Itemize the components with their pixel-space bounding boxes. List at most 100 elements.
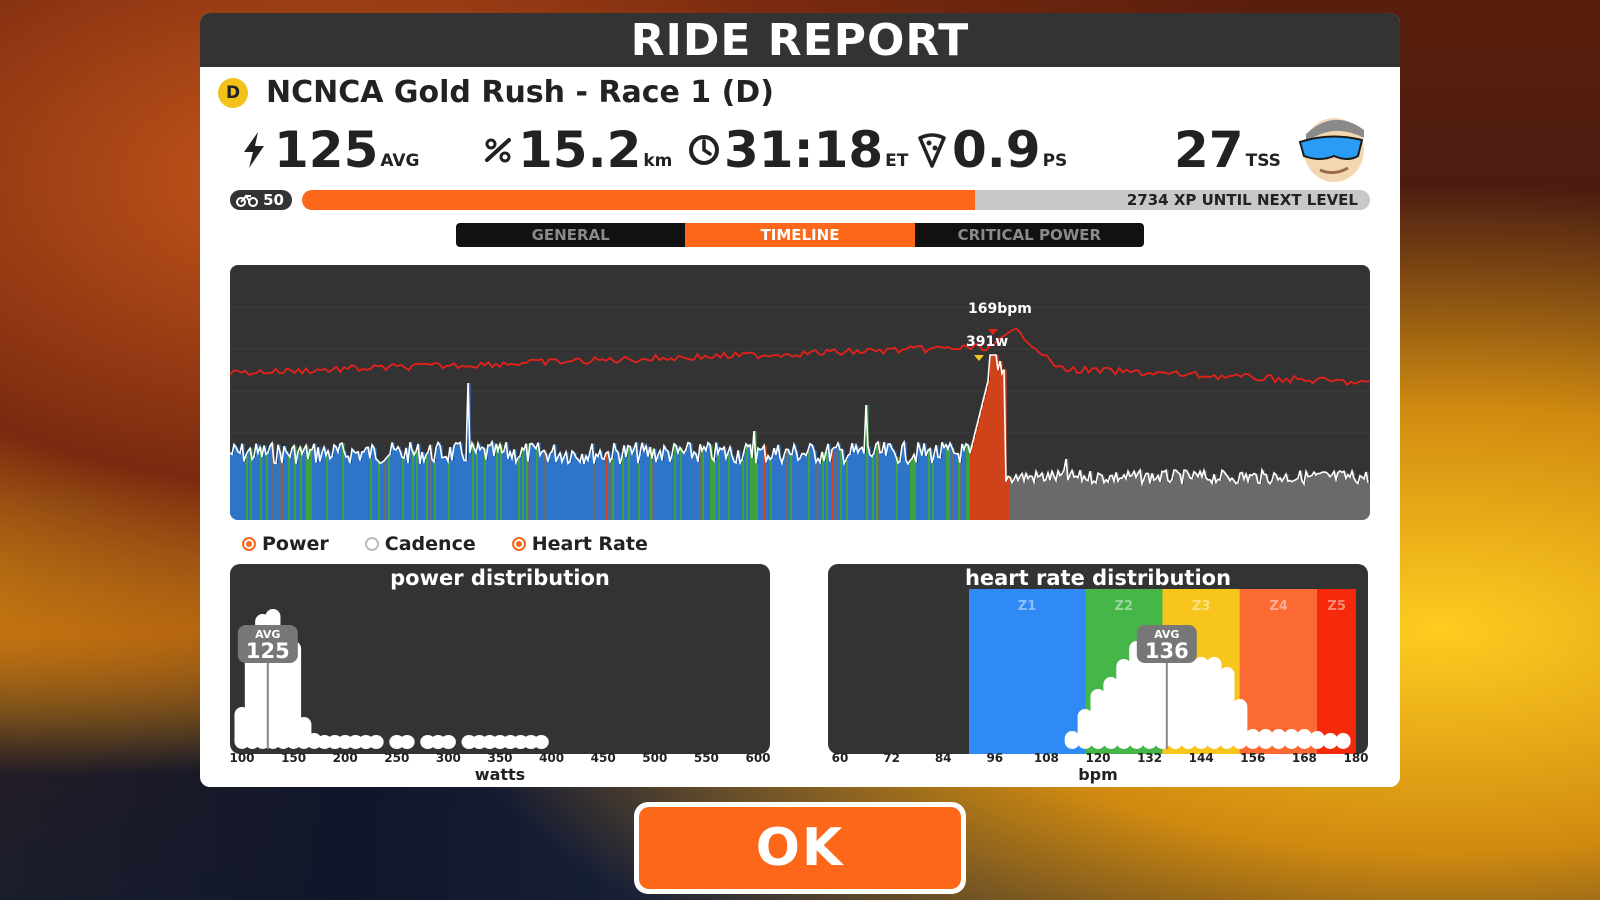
power-bar [496,443,499,520]
power-bar [1110,475,1113,520]
distribution-bar [1180,649,1196,749]
power-bar [616,450,619,520]
power-bar [906,460,909,520]
tab-critical-power[interactable]: CRITICAL POWER [957,226,1102,244]
power-bar [1296,479,1299,520]
power-bar [742,459,745,520]
power-bar [478,443,481,520]
timeline-plot: 169bpm 391w [230,301,1370,520]
distribution-bar [502,735,518,749]
power-bar [344,451,347,520]
distribution-bar [317,735,333,749]
ok-button-frame: OK [634,802,966,894]
avg-label: AVG [255,628,280,641]
legend-power[interactable]: Power [242,533,329,555]
power-bar [552,451,555,520]
radio-power[interactable] [242,537,256,551]
power-bar [604,459,607,520]
distribution-bar [368,735,384,749]
legend-cadence[interactable]: Cadence [364,533,476,555]
avg-value: 125 [246,639,290,663]
power-bar [986,389,989,520]
legend-heart-rate[interactable]: Heart Rate [511,533,648,555]
power-bar [286,451,289,520]
power-bar [302,454,305,520]
power-bar [1042,473,1045,520]
power-bar [288,454,291,520]
power-bar [1108,482,1111,520]
power-bar [1314,472,1317,520]
tab-general[interactable]: GENERAL [531,226,610,244]
power-bar [548,461,551,520]
power-bar [1190,477,1193,520]
power-bar [1308,476,1311,520]
power-bar [400,450,403,520]
power-bar [1294,480,1297,520]
power-bar [406,447,409,520]
power-bar [1280,477,1283,520]
power-bar [858,452,861,520]
power-bar [992,355,995,520]
power-bar [1172,479,1175,520]
avg-badge [1136,625,1197,663]
power-bar [718,453,721,520]
power-bar [824,461,827,520]
power-bar [248,451,251,520]
power-bar [1146,473,1149,520]
power-distribution-title: power distribution [390,566,610,590]
power-bar [1222,470,1225,520]
distribution-bar [358,735,374,749]
power-bar [804,453,807,520]
distribution-bar [1219,667,1235,749]
power-bar [396,449,399,520]
power-bar [1136,477,1139,520]
power-bar [1184,470,1187,520]
power-bar [580,462,583,520]
power-bar [504,451,507,520]
tab-timeline[interactable]: TIMELINE [685,223,915,247]
power-bar [290,456,293,520]
power-bar [562,461,565,520]
power-bar [1138,473,1141,520]
power-bar [524,449,527,520]
power-bar [258,452,261,520]
power-bar [460,442,463,520]
power-bar [360,460,363,520]
power-bar [674,443,677,520]
power-bar [874,452,877,520]
power-bar [788,449,791,520]
hr-distribution-title: heart rate distribution [964,566,1232,590]
distribution-bar [430,735,446,749]
axis-tick-label: 600 [745,751,771,765]
power-bar [730,447,733,520]
power-bar [678,452,681,520]
ok-button[interactable]: OK [639,807,961,889]
power-bar [1150,483,1153,520]
power-bar [840,449,843,520]
power-bar [492,442,495,520]
hr-axis-title: bpm [1078,765,1118,784]
power-bar [254,456,257,520]
power-bar [1322,472,1325,520]
power-bar [754,431,757,520]
power-bar [620,463,623,520]
power-bar [988,381,991,520]
distribution-bar [492,735,508,749]
power-bar [954,452,957,520]
power-bar [658,455,661,520]
power-bar [304,449,307,520]
peak-power-label: 391w [966,334,1008,350]
power-bar [790,454,793,520]
power-bar [1250,474,1253,520]
power-bar [978,421,981,520]
power-bar [852,443,855,520]
radio-heart-rate[interactable] [511,537,526,551]
power-bar [660,450,663,520]
power-bar [722,449,725,520]
power-bar [1160,481,1163,520]
power-bar [610,461,613,520]
power-bar [518,457,521,520]
power-bar [542,451,545,520]
power-bar [250,448,253,520]
radio-cadence[interactable] [364,537,379,551]
